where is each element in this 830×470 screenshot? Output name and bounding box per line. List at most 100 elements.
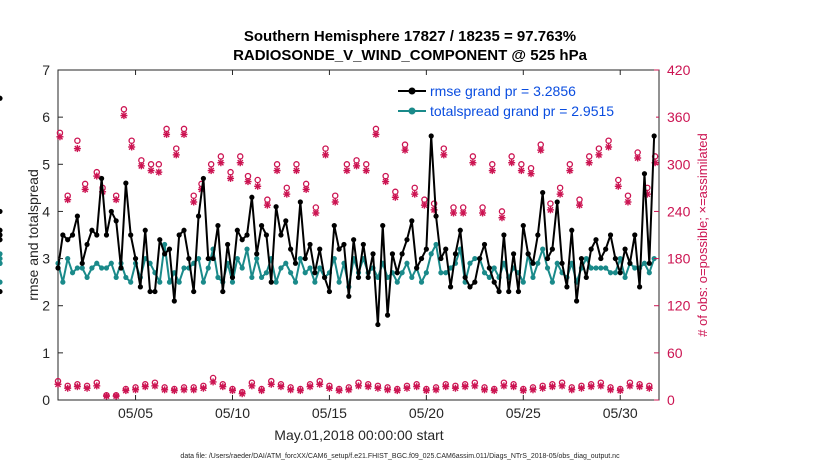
y2-tick-label: 300 xyxy=(667,156,691,172)
rmse-point xyxy=(341,241,347,248)
spread-point xyxy=(244,246,250,252)
rmse-point xyxy=(612,255,618,262)
rmse-point xyxy=(486,265,492,271)
rmse-series-line xyxy=(57,135,656,326)
rmse-point xyxy=(99,175,105,182)
y2-tick-label: 240 xyxy=(667,203,691,219)
spread-point xyxy=(215,274,221,281)
spread-point xyxy=(128,279,134,285)
rmse-point xyxy=(646,260,652,266)
spread-point xyxy=(491,265,497,271)
rmse-point xyxy=(447,284,454,290)
spread-point xyxy=(535,260,541,266)
obs-assimilated-point xyxy=(345,386,353,394)
y2-tick-label: 360 xyxy=(667,109,691,125)
spread-point xyxy=(622,274,628,281)
obs-assimilated-point xyxy=(556,190,564,198)
spread-point xyxy=(195,255,202,262)
obs-possible-point xyxy=(508,153,515,160)
rmse-point xyxy=(423,246,429,252)
legend: rmse grand pr = 3.2856 totalspread grand… xyxy=(390,80,656,122)
obs-assimilated-point xyxy=(384,386,392,394)
spread-point xyxy=(103,265,110,271)
rmse-point xyxy=(200,175,207,182)
rmse-point xyxy=(244,232,250,238)
spread-point xyxy=(336,279,342,285)
rmse-point xyxy=(355,274,362,281)
obs-assimilated-point xyxy=(122,387,130,395)
rmse-point xyxy=(477,255,483,262)
obs-assimilated-point xyxy=(227,174,235,182)
spread-point xyxy=(418,279,425,285)
obs-possible-point xyxy=(411,184,418,192)
spread-point xyxy=(74,265,80,271)
y-axis-left: 0 1 2 3 4 5 6 7 xyxy=(42,62,63,408)
spread-point xyxy=(229,279,236,285)
obs-assimilated-point xyxy=(248,382,256,390)
rmse-point xyxy=(288,246,294,252)
obs-assimilated-point xyxy=(335,387,343,395)
rmse-point xyxy=(157,237,163,243)
x-tick-label: 05/25 xyxy=(506,405,541,421)
obs-assimilated-point xyxy=(634,154,642,162)
rmse-point xyxy=(399,251,405,257)
obs-possible-point xyxy=(207,161,215,168)
obs-assimilated-point xyxy=(244,178,252,186)
spread-point xyxy=(501,260,507,266)
rmse-point xyxy=(79,260,85,266)
spread-point xyxy=(472,255,478,262)
obs-assimilated-point xyxy=(296,387,304,395)
obs-assimilated-point xyxy=(283,190,291,198)
y2-tick-label: 420 xyxy=(667,62,691,78)
spread-point xyxy=(263,270,270,276)
obs-assimilated-point xyxy=(461,383,469,391)
x-tick-label: 05/20 xyxy=(409,405,444,421)
obs-possible-point xyxy=(217,153,225,160)
obs-assimilated-point xyxy=(353,162,361,170)
rmse-point xyxy=(0,237,3,243)
obs-possible-point xyxy=(518,161,525,168)
obs-assimilated-point xyxy=(364,383,372,391)
rmse-point xyxy=(142,227,148,233)
y-axis-right: 0 60 120 180 240 300 360 420 xyxy=(654,62,691,408)
rmse-point xyxy=(229,274,236,281)
spread-point xyxy=(79,265,85,271)
y-tick-label: 1 xyxy=(42,345,50,361)
rmse-point xyxy=(559,260,565,266)
rmse-point xyxy=(384,312,391,318)
rmse-point xyxy=(433,213,439,219)
obs-assimilated-point xyxy=(413,383,421,391)
legend-spread-label: totalspread grand pr = 2.9515 xyxy=(430,103,614,119)
obs-assimilated-point xyxy=(372,130,380,138)
rmse-point xyxy=(360,241,366,248)
rmse-point xyxy=(113,218,119,224)
spread-point xyxy=(94,260,100,266)
rmse-point xyxy=(535,232,541,238)
obs-assimilated-point xyxy=(548,383,556,391)
obs-assimilated-point xyxy=(263,201,271,209)
spread-point xyxy=(288,270,294,276)
legend-spread-marker xyxy=(408,107,416,115)
spread-point xyxy=(283,260,289,266)
legend-box xyxy=(390,80,656,122)
rmse-point xyxy=(0,95,3,101)
y-tick-label: 6 xyxy=(42,109,50,125)
spread-point xyxy=(254,255,260,262)
rmse-point xyxy=(467,284,473,290)
obs-assimilated-point xyxy=(355,382,362,390)
obs-assimilated-point xyxy=(607,386,615,394)
spread-point xyxy=(467,260,473,266)
spread-point xyxy=(239,265,245,271)
rmse-point xyxy=(205,255,211,262)
obs-assimilated-point xyxy=(73,145,81,153)
obs-assimilated-point xyxy=(172,151,180,159)
obs-assimilated-point xyxy=(254,182,262,190)
rmse-point xyxy=(443,246,449,252)
spread-point xyxy=(0,279,3,285)
obs-assimilated-point xyxy=(73,383,81,391)
rmse-point xyxy=(370,251,376,257)
obs-assimilated-point xyxy=(147,167,155,175)
rmse-point xyxy=(331,222,337,229)
spread-point xyxy=(593,265,599,271)
rmse-point xyxy=(491,279,497,285)
